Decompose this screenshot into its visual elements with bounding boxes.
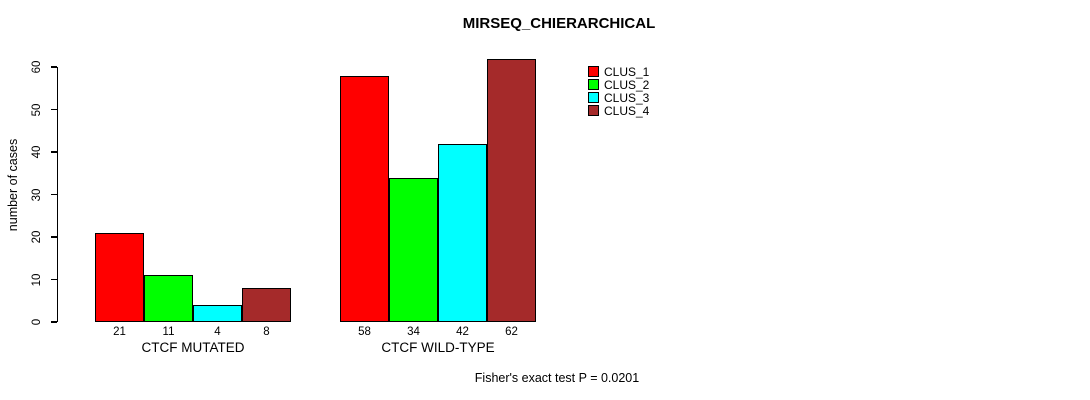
bar-value-label: 62: [505, 326, 518, 338]
y-tick-label: 40: [31, 145, 43, 159]
group-label-ctcf-wild-type: CTCF WILD-TYPE: [381, 340, 495, 355]
bar-clus_2-group2: [389, 177, 438, 322]
y-tick-mark: [51, 236, 57, 238]
legend-swatch-clus_1: [588, 66, 599, 77]
legend-label: CLUS_1: [604, 64, 650, 79]
legend-item-clus_2: CLUS_2: [588, 77, 650, 92]
y-tick-label: 50: [31, 103, 43, 116]
legend-item-clus_3: CLUS_3: [588, 90, 650, 105]
bar-clus_3-group2: [438, 143, 487, 322]
legend-label: CLUS_2: [604, 77, 650, 92]
bar-clus_3-group1: [193, 305, 242, 322]
legend: CLUS_1 CLUS_2 CLUS_3 CLUS_4: [588, 64, 650, 118]
y-axis-line: [56, 67, 58, 322]
bar-clus_4-group2: [487, 58, 536, 322]
legend-item-clus_4: CLUS_4: [588, 103, 650, 118]
y-tick-mark: [51, 321, 57, 323]
group-label-ctcf-mutated: CTCF MUTATED: [141, 340, 245, 355]
bar-value-label: 34: [407, 326, 420, 338]
bar-clus_1-group1: [95, 232, 144, 322]
chart-title: MIRSEQ_CHIERARCHICAL: [462, 15, 656, 32]
fisher-test-annotation: Fisher's exact test P = 0.0201: [474, 371, 640, 385]
y-tick-mark: [51, 151, 57, 153]
y-tick-label: 60: [31, 60, 43, 74]
bar-value-label: 42: [456, 326, 469, 338]
legend-swatch-clus_4: [588, 105, 599, 116]
legend-swatch-clus_3: [588, 92, 599, 103]
legend-swatch-clus_2: [588, 79, 599, 90]
y-tick-label: 10: [31, 273, 43, 286]
y-tick-mark: [51, 278, 57, 281]
bar-value-label: 11: [162, 326, 175, 338]
bar-clus_1-group2: [340, 75, 389, 322]
bar-value-label: 4: [214, 326, 221, 338]
y-axis-title: number of cases: [6, 138, 20, 232]
y-tick-mark: [51, 193, 57, 196]
bar-clus_2-group1: [144, 275, 193, 322]
bar-value-label: 58: [358, 326, 371, 338]
legend-label: CLUS_3: [604, 90, 650, 105]
legend-label: CLUS_4: [604, 103, 650, 118]
legend-item-clus_1: CLUS_1: [588, 64, 650, 79]
y-tick-label: 20: [31, 230, 43, 244]
y-tick-label: 30: [31, 188, 43, 201]
bar-value-label: 21: [113, 326, 126, 338]
y-tick-label: 0: [31, 318, 43, 326]
bar-clus_4-group1: [242, 288, 291, 322]
y-tick-mark: [51, 66, 57, 68]
y-tick-mark: [51, 108, 57, 111]
bar-value-label: 8: [263, 326, 270, 338]
